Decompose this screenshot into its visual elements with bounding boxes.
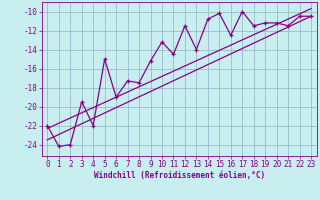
X-axis label: Windchill (Refroidissement éolien,°C): Windchill (Refroidissement éolien,°C) <box>94 171 265 180</box>
